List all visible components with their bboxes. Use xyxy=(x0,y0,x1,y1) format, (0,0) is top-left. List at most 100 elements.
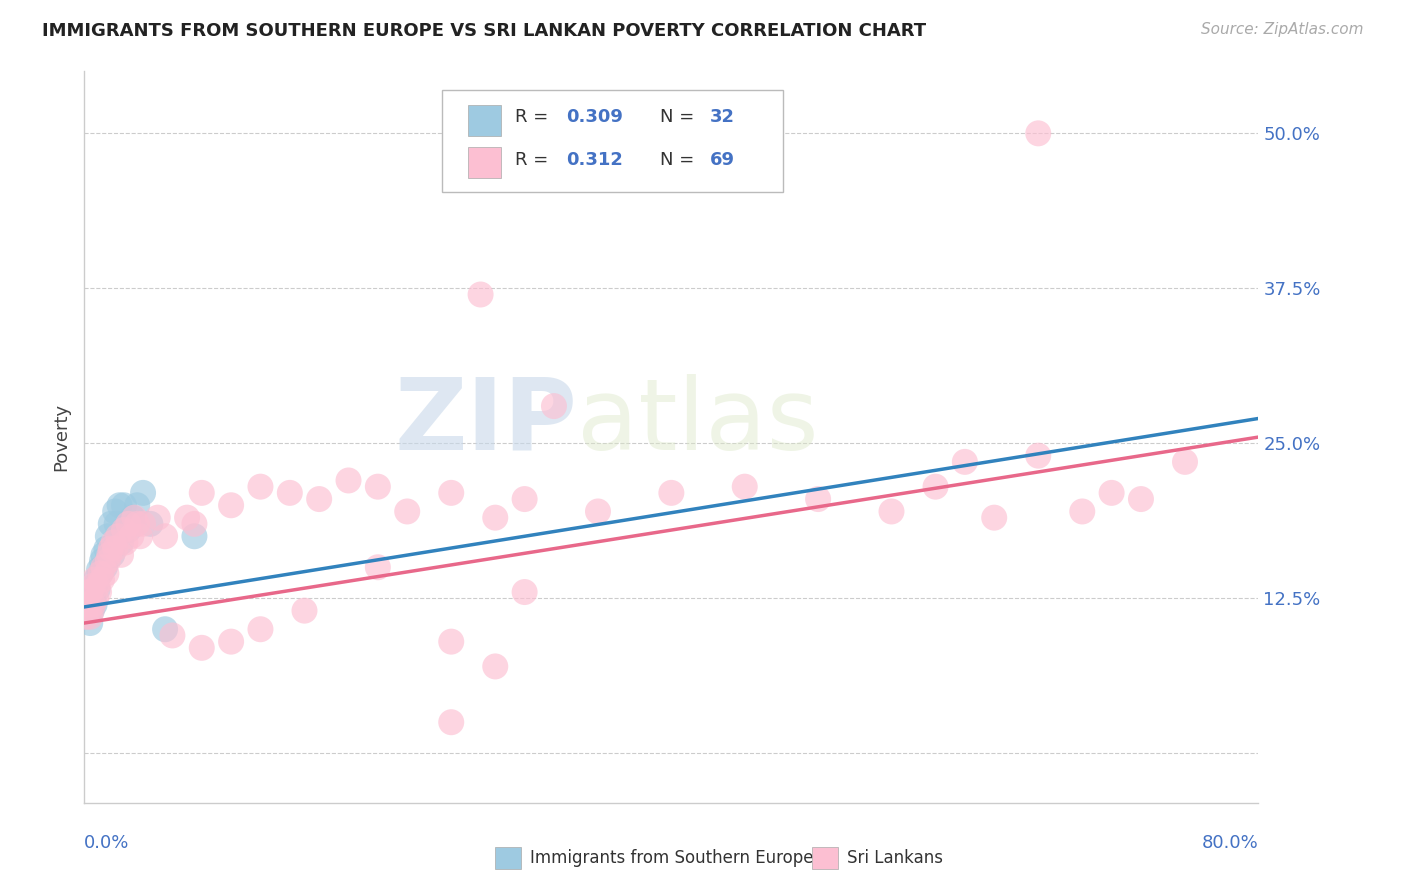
FancyBboxPatch shape xyxy=(468,147,501,178)
Point xyxy=(98,548,121,562)
Point xyxy=(89,566,111,581)
Point xyxy=(1026,126,1049,140)
Point xyxy=(93,548,115,562)
FancyBboxPatch shape xyxy=(468,105,501,136)
Text: N =: N = xyxy=(659,151,700,169)
Point xyxy=(139,516,162,531)
Point xyxy=(440,634,463,648)
Point xyxy=(117,516,139,531)
Point xyxy=(543,399,565,413)
Point xyxy=(924,480,946,494)
Point xyxy=(100,541,122,556)
Point xyxy=(107,529,129,543)
Point xyxy=(104,541,127,556)
Point xyxy=(108,498,131,512)
Point xyxy=(120,529,142,543)
Point xyxy=(83,579,105,593)
Point xyxy=(484,510,506,524)
Point xyxy=(734,480,756,494)
Point xyxy=(82,588,104,602)
Text: Sri Lankans: Sri Lankans xyxy=(848,848,943,867)
Text: 69: 69 xyxy=(710,151,735,169)
Point xyxy=(440,715,463,730)
Point xyxy=(513,585,536,599)
Point xyxy=(127,516,149,531)
Point xyxy=(183,529,205,543)
Point xyxy=(191,640,214,655)
Text: 32: 32 xyxy=(710,108,735,126)
Point xyxy=(80,604,103,618)
Text: ZIP: ZIP xyxy=(395,374,578,471)
Point xyxy=(84,591,107,606)
Point xyxy=(470,287,492,301)
Point xyxy=(77,604,100,618)
Point xyxy=(249,622,271,636)
Point xyxy=(396,504,419,518)
Point xyxy=(77,598,100,612)
Point xyxy=(86,582,108,597)
Text: 0.0%: 0.0% xyxy=(84,834,129,852)
Point xyxy=(278,486,301,500)
Point xyxy=(122,510,145,524)
Point xyxy=(513,491,536,506)
Point xyxy=(110,535,132,549)
Point xyxy=(219,634,242,648)
Point xyxy=(219,498,242,512)
Text: 0.312: 0.312 xyxy=(565,151,623,169)
Text: R =: R = xyxy=(515,151,554,169)
FancyBboxPatch shape xyxy=(443,90,783,192)
Point xyxy=(104,504,127,518)
Text: atlas: atlas xyxy=(578,374,820,471)
Point xyxy=(661,486,683,500)
Point xyxy=(93,560,115,574)
Point xyxy=(114,535,136,549)
Point xyxy=(79,610,101,624)
Point xyxy=(367,480,389,494)
Text: Immigrants from Southern Europe: Immigrants from Southern Europe xyxy=(530,848,814,867)
Y-axis label: Poverty: Poverty xyxy=(52,403,70,471)
Point xyxy=(983,510,1005,524)
Point xyxy=(97,554,120,568)
Text: 0.309: 0.309 xyxy=(565,108,623,126)
Point xyxy=(153,529,176,543)
Point xyxy=(191,486,214,500)
Point xyxy=(953,455,976,469)
Point xyxy=(308,491,330,506)
Text: Source: ZipAtlas.com: Source: ZipAtlas.com xyxy=(1201,22,1364,37)
FancyBboxPatch shape xyxy=(813,847,838,869)
Point xyxy=(1130,491,1153,506)
Point xyxy=(249,480,271,494)
Text: 80.0%: 80.0% xyxy=(1202,834,1258,852)
Point xyxy=(807,491,830,506)
Point xyxy=(176,510,198,524)
Point xyxy=(80,591,103,606)
Point xyxy=(127,498,149,512)
Point xyxy=(103,535,125,549)
Point xyxy=(76,604,98,618)
Text: IMMIGRANTS FROM SOUTHERN EUROPE VS SRI LANKAN POVERTY CORRELATION CHART: IMMIGRANTS FROM SOUTHERN EUROPE VS SRI L… xyxy=(42,22,927,40)
Point xyxy=(112,523,135,537)
Point xyxy=(89,566,111,581)
Point xyxy=(1101,486,1123,500)
Point xyxy=(86,579,108,593)
Point xyxy=(96,541,118,556)
Point xyxy=(77,585,100,599)
Point xyxy=(83,573,105,587)
Text: R =: R = xyxy=(515,108,554,126)
Point xyxy=(183,516,205,531)
Text: N =: N = xyxy=(659,108,700,126)
Point xyxy=(96,566,118,581)
Point xyxy=(1174,455,1197,469)
Point xyxy=(87,585,110,599)
Point xyxy=(91,573,114,587)
Point xyxy=(484,659,506,673)
Point xyxy=(101,548,124,562)
Point xyxy=(880,504,903,518)
FancyBboxPatch shape xyxy=(495,847,522,869)
Point xyxy=(132,516,155,531)
Point xyxy=(162,628,184,642)
Point xyxy=(121,510,143,524)
Point xyxy=(129,529,152,543)
Point xyxy=(146,510,169,524)
Point xyxy=(82,598,104,612)
